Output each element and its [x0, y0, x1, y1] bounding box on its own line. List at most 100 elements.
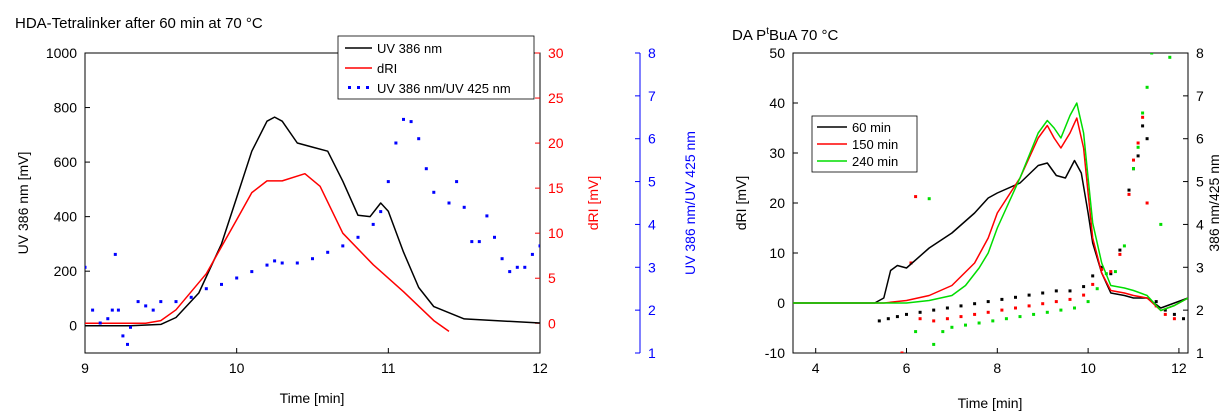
series-uv-386-nm-uv-425-nm-point — [98, 321, 102, 325]
left-dri-axis-tick-label: 20 — [548, 135, 564, 151]
right-x-tick-label: 4 — [812, 360, 820, 376]
right-ratio-axis-ticks: 1 2 3 4 5 6 7 8 — [1183, 45, 1204, 361]
left-x-tick-label: 11 — [381, 360, 396, 376]
series-150-min-ratio-point — [1136, 141, 1140, 145]
series-240-min-line — [793, 102, 1188, 312]
left-dri-axis-tick-label: 5 — [548, 270, 556, 286]
right-x-ticks: 4 6 8 10 12 — [812, 348, 1187, 376]
series-240-min-ratio-point — [964, 323, 967, 327]
series-150-min-ratio-point — [1027, 304, 1031, 308]
left-ratio-axis-tick-label: 2 — [648, 302, 656, 318]
left-dri-axis-tick-label: 15 — [548, 180, 564, 196]
series-240-min-ratio-point — [1113, 270, 1117, 274]
series-uv-386-nm-uv-425-nm-point — [341, 244, 345, 248]
series-150-min-ratio-point — [932, 319, 936, 323]
right-ratio-axis-tick-label: 3 — [1196, 259, 1204, 275]
series-uv-386-nm-uv-425-nm-point — [204, 287, 208, 291]
series-150-min-ratio-point — [1145, 201, 1149, 205]
series-uv-386-nm-uv-425-nm-point — [523, 265, 527, 269]
series-240-min-ratio-point — [914, 330, 918, 334]
left-chart-title: HDA-Tetralinker after 60 min at 70 °C — [15, 15, 263, 32]
series-150-min-ratio-point — [1091, 282, 1095, 286]
series-uv-386-nm-uv-425-nm-point — [455, 180, 459, 184]
series-uv-386-nm-uv-425-nm-point — [386, 180, 390, 184]
series-150-min-ratio-point — [1068, 297, 1072, 301]
series-240-min-ratio-point — [1150, 53, 1154, 55]
left-ratio-axis-tick-label: 6 — [648, 131, 656, 147]
series-240-min-ratio-point — [1086, 300, 1090, 304]
right-y-tick-label: 30 — [769, 145, 785, 161]
series-150-min-ratio-point — [1172, 317, 1176, 321]
left-plot-frame — [84, 52, 541, 354]
series-uv-386-nm-uv-425-nm-point — [85, 265, 87, 269]
left-y-tick-label: 800 — [54, 100, 78, 116]
series-uv-386-nm-uv-425-nm-point — [402, 117, 405, 121]
series-uv-386-nm-uv-425-nm-point — [371, 222, 375, 226]
series-60-min-ratio-point — [1100, 265, 1104, 269]
series-60-min-ratio-point — [886, 317, 890, 321]
left-y-tick-label: 0 — [69, 318, 77, 334]
legend-label-60min: 60 min — [852, 120, 891, 135]
series-60-min-ratio-point — [1141, 124, 1145, 128]
legend-label-uv386: UV 386 nm — [377, 41, 442, 56]
series-uv-386-nm-uv-425-nm-point — [250, 270, 254, 274]
series-60-min-ratio-point — [1118, 248, 1122, 252]
right-y-tick-label: 10 — [769, 245, 785, 261]
right-ratio-axis-tick-label: 5 — [1196, 174, 1204, 190]
series-60-min-ratio-point — [986, 300, 990, 304]
series-60-min-ratio-point — [1145, 137, 1149, 141]
legend-label-ratio: UV 386 nm/UV 425 nm — [377, 81, 511, 96]
right-x-axis-label: Time [min] — [958, 395, 1023, 411]
series-60-min-ratio-point — [1154, 300, 1158, 304]
series-60-min-ratio-point — [1000, 297, 1004, 301]
series-uv-386-nm-uv-425-nm-point — [235, 276, 239, 280]
left-ratio-axis-label: UV 386 nm/UV 425 nm — [682, 131, 698, 275]
right-y-tick-label: 20 — [769, 195, 785, 211]
right-y-tick-label: 0 — [777, 295, 785, 311]
series-60-min-ratio-point — [895, 315, 899, 319]
series-uv-386-nm-uv-425-nm-point — [121, 334, 125, 338]
left-y-tick-label: 600 — [54, 154, 78, 170]
series-240-min-ratio-point — [1122, 244, 1126, 248]
series-uv-386-nm-uv-425-nm-point — [159, 300, 163, 304]
left-chart: HDA-Tetralinker after 60 min at 70 °C 9 1… — [15, 15, 698, 406]
left-dri-axis-tick-label: 25 — [548, 90, 564, 106]
series-60-min-ratio-point — [1041, 291, 1045, 295]
left-ratio-axis-tick-label: 3 — [648, 259, 656, 275]
left-dri-axis-tick-label: 0 — [548, 315, 556, 331]
series-60-min-ratio-point — [1014, 295, 1017, 299]
legend-label-150min: 150 min — [852, 137, 898, 152]
series-60-min-ratio-point — [1136, 154, 1140, 158]
series-60-min-ratio-point — [1027, 293, 1031, 297]
series-uv-386-nm-line — [85, 116, 540, 327]
right-y-tick-label: 40 — [769, 95, 785, 111]
left-ratio-axis-tick-label: 7 — [648, 88, 656, 104]
right-series — [793, 53, 1188, 353]
series-240-min-ratio-point — [1145, 85, 1149, 89]
legend-label-dri: dRI — [377, 61, 397, 76]
series-uv-386-nm-uv-425-nm-point — [538, 244, 540, 248]
series-150-min-ratio-point — [914, 195, 918, 199]
series-150-min-ratio-point — [1054, 300, 1058, 304]
series-uv-386-nm-uv-425-nm-point — [280, 261, 284, 265]
right-title-superscript: t — [766, 26, 769, 37]
series-60-min-ratio-point — [1172, 312, 1176, 316]
right-ratio-axis-tick-label: 1 — [1196, 345, 1204, 361]
series-150-min-ratio-point — [1000, 308, 1004, 312]
left-legend: UV 386 nm dRI UV 386 nm/UV 425 nm — [337, 35, 535, 100]
series-60-min-ratio-point — [959, 304, 963, 308]
series-uv-386-nm-uv-425-nm-point — [500, 257, 504, 261]
series-150-min-ratio-point — [1127, 192, 1131, 196]
series-150-min-ratio-point — [986, 310, 990, 314]
series-60-min-ratio-point — [945, 306, 949, 310]
left-dri-axis-ticks: 0 5 10 15 20 25 30 — [535, 45, 564, 331]
series-150-min-ratio-point — [1082, 293, 1086, 297]
left-y-tick-label: 400 — [54, 209, 78, 225]
right-y-tick-label: 50 — [769, 45, 785, 61]
series-150-min-ratio-point — [1109, 270, 1113, 274]
series-uv-386-nm-uv-425-nm-point — [311, 257, 314, 261]
series-240-min-ratio-point — [1159, 222, 1163, 226]
left-y-tick-label: 200 — [54, 263, 78, 279]
